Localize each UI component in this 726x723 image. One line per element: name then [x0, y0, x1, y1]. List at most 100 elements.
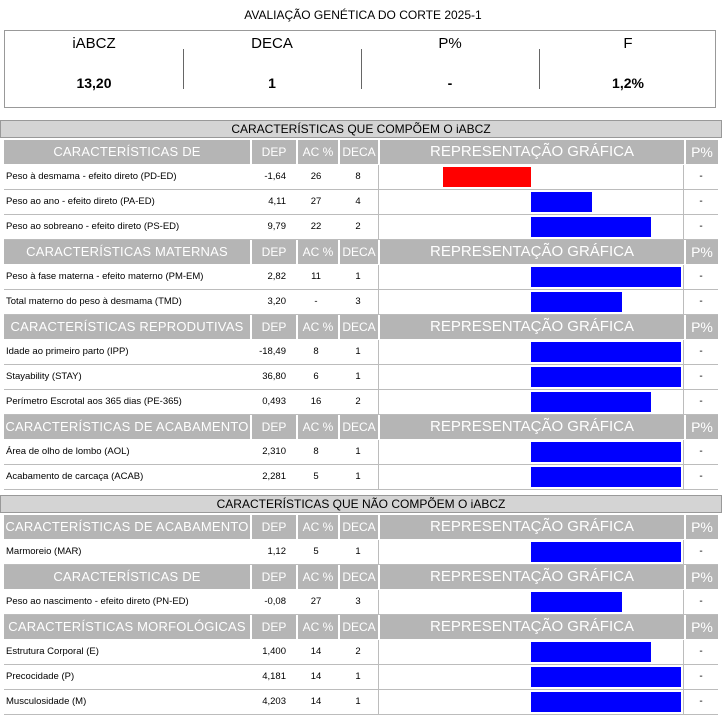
trait-accuracy: 11 [311, 271, 321, 282]
header-divider [684, 240, 686, 264]
column-ac: AC % [302, 145, 334, 159]
header-divider [378, 515, 380, 539]
section-title: CARACTERÍSTICAS QUE NÃO COMPÕEM O iABCZ [0, 495, 722, 513]
group-header: CARACTERÍSTICAS DE ACABAMENTO DEP AC % DECA… [4, 515, 718, 539]
group-title: CARACTERÍSTICAS REPRODUTIVAS [10, 319, 244, 334]
summary-label: DECA [251, 35, 293, 52]
positive-bar [531, 367, 682, 387]
summary-value: 13,20 [76, 75, 112, 91]
trait-name: Idade ao primeiro parto (IPP) [6, 346, 129, 357]
trait-name: Acabamento de carcaça (ACAB) [6, 471, 144, 482]
header-divider [378, 415, 380, 439]
trait-dep: 2,310 [262, 446, 286, 457]
summary-panel: iABCZ 13,20 DECA 1 P% - F 1,2% [4, 30, 716, 108]
trait-bar-chart [378, 465, 684, 489]
trait-accuracy: 27 [310, 596, 322, 607]
trait-bar-chart [378, 440, 684, 464]
table-row: Marmoreio (MAR) 1,12 5 1 - [4, 540, 718, 565]
trait-accuracy: - [314, 296, 318, 307]
column-dep: DEP [261, 570, 287, 584]
header-divider [338, 140, 340, 164]
summary-deca: DECA 1 [183, 31, 361, 109]
trait-p-percent: - [699, 546, 703, 557]
trait-p-percent: - [699, 446, 703, 457]
column-ac: AC % [302, 245, 334, 259]
trait-deca: 1 [355, 346, 361, 357]
header-divider [296, 240, 298, 264]
trait-dep: 4,203 [262, 696, 286, 707]
header-divider [250, 415, 252, 439]
header-divider [338, 565, 340, 589]
positive-bar [531, 442, 682, 462]
trait-p-percent: - [699, 396, 703, 407]
column-dep: DEP [261, 320, 287, 334]
positive-bar [531, 342, 682, 362]
trait-deca: 1 [355, 546, 361, 557]
header-divider [338, 415, 340, 439]
positive-bar [531, 542, 682, 562]
trait-bar-chart [378, 590, 684, 614]
trait-accuracy: 16 [310, 396, 322, 407]
trait-accuracy: 14 [310, 646, 322, 657]
column-p-percent: P% [691, 619, 713, 635]
trait-dep: 2,281 [262, 471, 286, 482]
trait-p-percent: - [699, 471, 703, 482]
header-divider [684, 315, 686, 339]
column-representation: REPRESENTAÇÃO GRÁFICA [430, 568, 634, 585]
trait-dep: 1,12 [267, 546, 287, 557]
summary-f: F 1,2% [539, 31, 717, 109]
trait-bar-chart [378, 265, 684, 289]
trait-dep: -0,08 [264, 596, 286, 607]
summary-value: 1 [268, 75, 276, 91]
trait-accuracy: 14 [310, 671, 322, 682]
trait-bar-chart [378, 215, 684, 239]
column-representation: REPRESENTAÇÃO GRÁFICA [430, 318, 634, 335]
table-row: Idade ao primeiro parto (IPP) -18,49 8 1 - [4, 340, 718, 365]
trait-deca: 3 [355, 296, 361, 307]
header-divider [296, 565, 298, 589]
column-dep: DEP [261, 245, 287, 259]
trait-deca: 4 [355, 196, 361, 207]
header-divider [378, 315, 380, 339]
table-row: Peso ao ano - efeito direto (PA-ED) 4,11 2… [4, 190, 718, 215]
summary-divider [183, 49, 184, 89]
column-dep: DEP [261, 620, 287, 634]
trait-deca: 2 [355, 221, 361, 232]
group-title: CARACTERÍSTICAS DE CRESCIMENTO [53, 144, 201, 183]
table-row: Stayability (STAY) 36,80 6 1 - [4, 365, 718, 390]
column-ac: AC % [302, 570, 334, 584]
trait-p-percent: - [699, 696, 703, 707]
trait-name: Estrutura Corporal (E) [6, 646, 99, 657]
trait-bar-chart [378, 390, 684, 414]
header-divider [250, 315, 252, 339]
trait-deca: 1 [355, 371, 361, 382]
trait-accuracy: 8 [313, 346, 319, 357]
positive-bar [531, 292, 623, 312]
column-dep: DEP [261, 520, 287, 534]
trait-deca: 8 [355, 171, 361, 182]
trait-accuracy: 5 [313, 471, 319, 482]
summary-iabcz: iABCZ 13,20 [5, 31, 183, 109]
group-header: CARACTERÍSTICAS DE CRESCIMENTO DEP AC % DEC… [4, 565, 718, 608]
trait-name: Precocidade (P) [6, 671, 75, 682]
trait-dep: 2,82 [267, 271, 287, 282]
trait-deca: 2 [355, 646, 361, 657]
table-row: Precocidade (P) 4,181 14 1 - [4, 665, 718, 690]
positive-bar [531, 692, 682, 712]
header-divider [296, 415, 298, 439]
trait-p-percent: - [699, 596, 703, 607]
trait-dep: -18,49 [259, 346, 286, 357]
trait-accuracy: 14 [310, 696, 322, 707]
column-p-percent: P% [691, 519, 713, 535]
section-title: CARACTERÍSTICAS QUE COMPÕEM O iABCZ [0, 120, 722, 138]
column-dep: DEP [261, 145, 287, 159]
trait-deca: 1 [355, 696, 361, 707]
page-title: AVALIAÇÃO GENÉTICA DO CORTE 2025-1 [244, 8, 482, 22]
header-divider [296, 140, 298, 164]
table-row: Área de olho de lombo (AOL) 2,310 8 1 - [4, 440, 718, 465]
column-representation: REPRESENTAÇÃO GRÁFICA [430, 243, 634, 260]
trait-deca: 1 [355, 271, 361, 282]
column-deca: DECA [342, 520, 376, 534]
table-row: Peso ao nascimento - efeito direto (PN-E… [4, 590, 718, 615]
negative-bar [442, 167, 531, 187]
